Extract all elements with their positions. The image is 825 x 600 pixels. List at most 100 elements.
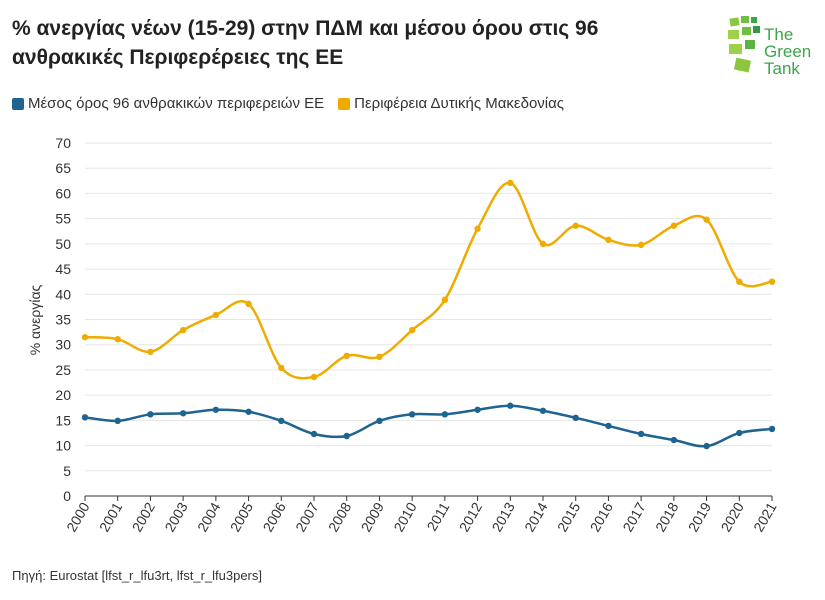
- data-point: [637, 430, 645, 438]
- x-tick-label: 2004: [194, 499, 224, 534]
- data-point: [212, 311, 220, 319]
- green-tank-logo: The Green Tank: [728, 16, 811, 78]
- x-tick-label: 2021: [750, 499, 780, 534]
- data-point: [474, 406, 481, 413]
- y-axis-label: % ανεργίας: [27, 284, 43, 355]
- data-point: [474, 225, 481, 232]
- x-tick-label: 2020: [717, 499, 747, 534]
- data-point: [572, 222, 579, 229]
- gridlines: [85, 142, 772, 497]
- x-tick-label: 2003: [161, 499, 191, 534]
- y-tick-label: 25: [55, 362, 71, 378]
- series-line-0: [84, 404, 773, 448]
- y-tick-label: 50: [55, 236, 71, 252]
- legend-item-eu-average[interactable]: Μέσος όρος 96 ανθρακικών περιφερειών ΕΕ: [12, 95, 324, 112]
- data-point: [605, 236, 612, 244]
- x-tick-label: 2016: [587, 499, 617, 534]
- logo-text: Green: [764, 42, 811, 61]
- data-point: [310, 430, 318, 438]
- x-tick-label: 2012: [456, 499, 486, 534]
- data-point: [114, 335, 121, 343]
- y-tick-label: 60: [55, 185, 71, 201]
- data-point: [605, 422, 612, 430]
- x-tick-label: 2019: [685, 499, 715, 534]
- data-point: [147, 348, 154, 355]
- x-tick-label: 2011: [424, 499, 453, 533]
- x-tick-label: 2013: [488, 499, 518, 534]
- x-tick-label: 2002: [129, 499, 159, 534]
- data-point: [114, 417, 121, 425]
- x-tick-label: 2009: [358, 499, 388, 534]
- data-point: [310, 373, 318, 381]
- data-point: [441, 296, 449, 304]
- y-tick-label: 10: [55, 438, 71, 454]
- source-note: Πηγή: Eurostat [lfst_r_lfu3rt, lfst_r_lf…: [12, 568, 262, 583]
- data-point: [278, 364, 285, 372]
- y-tick-label: 40: [55, 286, 71, 302]
- x-tick-label: 2007: [292, 499, 322, 534]
- x-tick-label: 2008: [325, 499, 355, 534]
- data-point: [408, 326, 416, 334]
- data-point: [343, 432, 350, 440]
- data-point: [768, 278, 776, 285]
- data-point: [572, 414, 579, 422]
- x-tick-label: 2000: [63, 499, 93, 534]
- legend-swatch: [338, 97, 351, 110]
- x-tick-label: 2005: [227, 499, 257, 534]
- legend: Μέσος όρος 96 ανθρακικών περιφερειών ΕΕ …: [12, 95, 564, 112]
- x-axis: 2000 2001 2002 2003 2004 2005 2006 2007 2008 2009…: [63, 495, 780, 534]
- y-tick-label: 45: [55, 261, 71, 277]
- x-tick-label: 2001: [96, 499, 126, 534]
- data-point: [703, 216, 710, 223]
- data-point: [703, 442, 710, 450]
- chart-title: % ανεργίας νέων (15-29) στην ΠΔΜ και μέσ…: [12, 17, 599, 69]
- data-point: [539, 407, 547, 414]
- data-point: [507, 402, 514, 409]
- data-point: [539, 240, 547, 248]
- legend-item-western-macedonia[interactable]: Περιφέρεια Δυτικής Μακεδονίας: [338, 95, 564, 112]
- logo-text: The: [764, 25, 793, 44]
- data-point: [278, 417, 285, 425]
- legend-label: Μέσος όρος 96 ανθρακικών περιφερειών ΕΕ: [28, 95, 325, 112]
- data-point: [441, 411, 449, 418]
- y-tick-label: 30: [55, 337, 71, 353]
- y-axis: 0 5 10 15 20 25 30 35 40 45 50 55 60 65 70: [55, 135, 71, 504]
- data-point: [670, 436, 678, 444]
- data-point: [376, 353, 383, 361]
- data-point: [736, 278, 743, 285]
- data-point: [245, 300, 252, 308]
- data-point: [343, 352, 350, 360]
- data-point: [507, 179, 514, 187]
- y-tick-label: 65: [55, 160, 71, 176]
- data-point: [147, 411, 154, 418]
- y-tick-label: 15: [55, 412, 71, 428]
- data-point: [179, 326, 187, 334]
- data-point: [670, 222, 678, 229]
- data-point: [81, 333, 89, 341]
- x-tick-label: 2015: [554, 499, 584, 534]
- x-tick-label: 2010: [390, 499, 420, 534]
- x-tick-label: 2018: [652, 499, 682, 534]
- data-point: [212, 406, 220, 413]
- data-point: [768, 425, 776, 433]
- x-tick-label: 2017: [619, 499, 649, 534]
- y-tick-label: 70: [55, 135, 71, 151]
- y-tick-label: 5: [63, 463, 71, 479]
- logo-text: Tank: [764, 59, 800, 78]
- data-point: [736, 429, 743, 437]
- data-point: [408, 411, 416, 418]
- y-tick-label: 0: [63, 488, 71, 504]
- series: [81, 179, 776, 450]
- data-point: [179, 410, 187, 417]
- data-point: [245, 408, 252, 415]
- y-tick-label: 55: [55, 211, 71, 227]
- x-tick-label: 2006: [259, 499, 289, 534]
- x-tick-label: 2014: [521, 499, 551, 534]
- data-point: [81, 414, 89, 421]
- y-tick-label: 35: [55, 312, 71, 328]
- legend-label: Περιφέρεια Δυτικής Μακεδονίας: [354, 95, 565, 112]
- data-point: [637, 241, 645, 249]
- legend-swatch: [12, 97, 24, 110]
- y-tick-label: 20: [55, 387, 71, 403]
